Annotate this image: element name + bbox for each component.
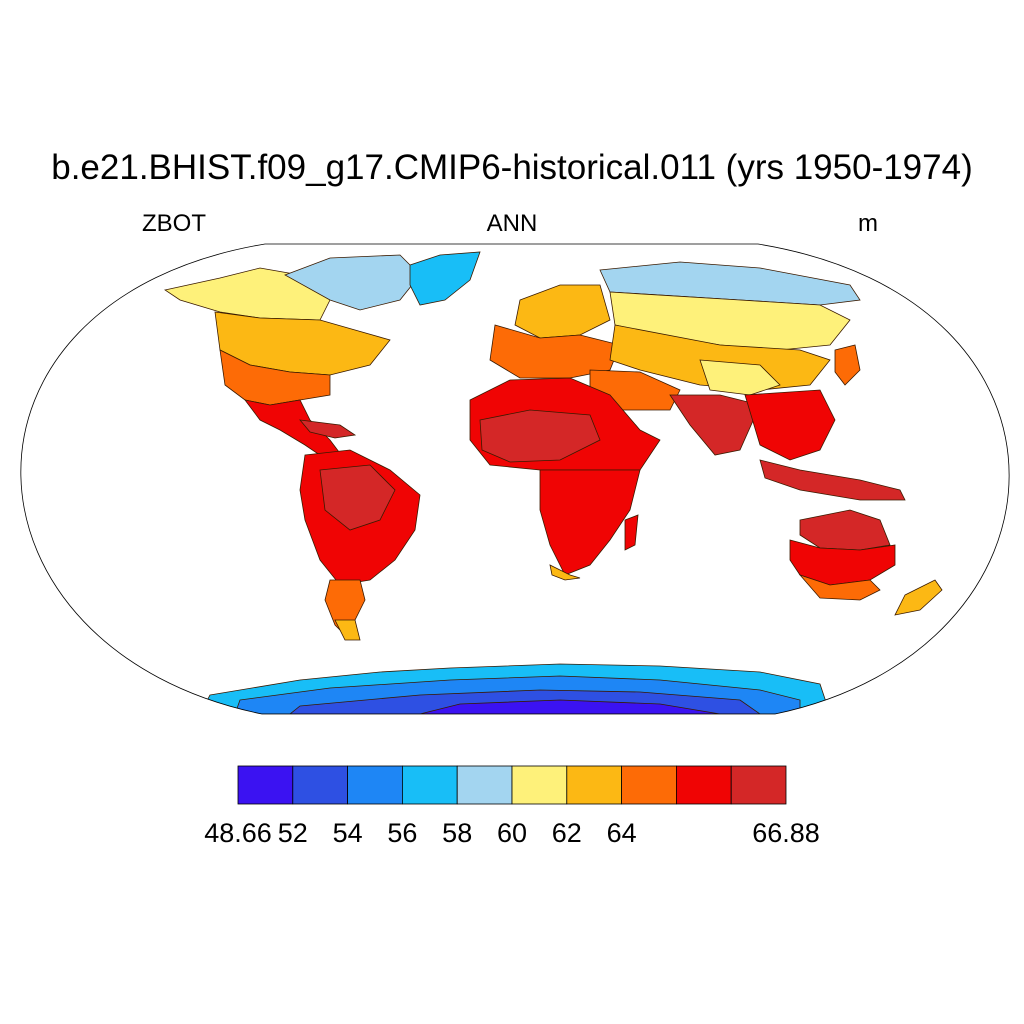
colorbar-box [292, 765, 348, 805]
colorbar-box [621, 765, 677, 805]
colorbar-box [511, 765, 568, 805]
region-new-zealand [894, 579, 943, 616]
region-patagonia [334, 619, 361, 641]
region-indonesia [759, 459, 906, 501]
plot-title: b.e21.BHIST.f09_g17.CMIP6-historical.011… [51, 148, 973, 187]
colorbar-tick-label: 56 [387, 818, 417, 848]
region-tibet [699, 359, 781, 396]
colorbar-box [347, 765, 403, 805]
region-antarctica-plateau [419, 699, 721, 714]
colorbar-tick-label: 60 [497, 818, 527, 848]
region-caribbean [299, 419, 357, 439]
region-southeast-asia [744, 389, 836, 461]
colorbar-box [456, 765, 513, 805]
colorbar-box [401, 765, 458, 805]
colorbar-tick-label: 48.66 [204, 818, 272, 848]
globe-outline [20, 243, 1010, 715]
variable-label: ZBOT [142, 210, 206, 237]
region-south-asia [669, 394, 761, 456]
region-north-america-south [219, 349, 331, 406]
region-south-africa-tip [549, 564, 581, 581]
colorbar-box [237, 765, 294, 805]
region-australia [789, 539, 896, 586]
region-sahara [479, 409, 601, 463]
colorbar-tick-label: 66.88 [752, 818, 820, 848]
colorbar-box [566, 765, 622, 805]
region-greenland [409, 251, 481, 306]
region-arctic-islands [284, 254, 421, 311]
colorbar-tick-label: 64 [607, 818, 637, 848]
colorbar-tick-label: 52 [278, 818, 308, 848]
region-japan [834, 344, 861, 386]
colorbar-box [730, 765, 787, 805]
region-central-asia [609, 324, 831, 391]
colorbar-tick-label: 54 [333, 818, 363, 848]
colorbar-tick-label: 62 [552, 818, 582, 848]
region-australia-south [798, 574, 881, 601]
region-madagascar [624, 514, 639, 551]
colorbar-tick-label: 58 [442, 818, 472, 848]
colorbar-box [676, 765, 732, 805]
region-south-africa [539, 469, 641, 576]
units-label: m [858, 210, 878, 237]
season-label: ANN [486, 210, 538, 237]
region-europe-north [514, 284, 611, 339]
region-europe-south [489, 324, 621, 379]
region-north-america-north [163, 267, 331, 321]
region-amazon [319, 464, 396, 531]
